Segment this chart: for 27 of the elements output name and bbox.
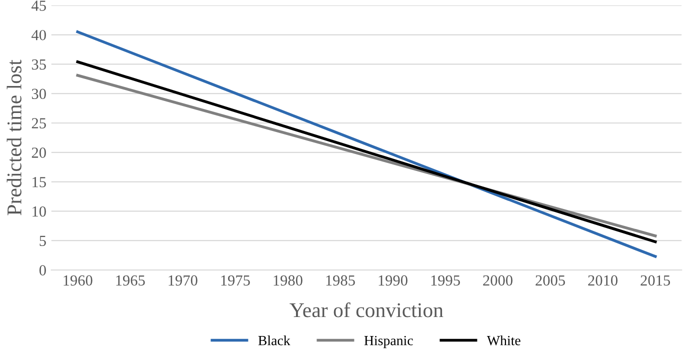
y-tick-label: 20 <box>32 148 46 158</box>
y-tick-label: 30 <box>32 88 46 100</box>
x-tick-label: 2000 <box>483 275 512 286</box>
x-tick-label: 1985 <box>326 275 355 286</box>
legend-label: White <box>486 336 520 346</box>
legend-label: Black <box>258 336 290 346</box>
x-tick-label: 2005 <box>536 275 565 286</box>
legend-label: Hispanic <box>364 336 413 348</box>
y-tick-label: 5 <box>40 236 46 246</box>
y-tick-label: 0 <box>39 265 46 276</box>
x-tick-label: 1990 <box>378 275 408 286</box>
x-tick-label: 1995 <box>431 275 460 286</box>
x-tick-label: 2015 <box>640 275 670 286</box>
y-tick-label: 35 <box>32 59 46 70</box>
x-tick-label: 1975 <box>221 275 250 286</box>
y-tick-label: 25 <box>32 118 46 128</box>
y-axis-title: Predicted time lost <box>6 60 22 216</box>
y-tick-label: 10 <box>32 206 46 217</box>
y-tick-label: 40 <box>32 30 46 40</box>
x-tick-label: 1970 <box>168 275 198 286</box>
x-axis-title: Year of conviction <box>290 302 444 318</box>
x-tick-label: 1960 <box>64 275 92 286</box>
y-tick-label: 15 <box>32 177 46 188</box>
y-tick-label: 45 <box>32 0 46 11</box>
x-tick-label: 2010 <box>588 275 618 286</box>
x-tick-label: 1980 <box>274 275 302 286</box>
x-tick-label: 1965 <box>116 275 145 286</box>
